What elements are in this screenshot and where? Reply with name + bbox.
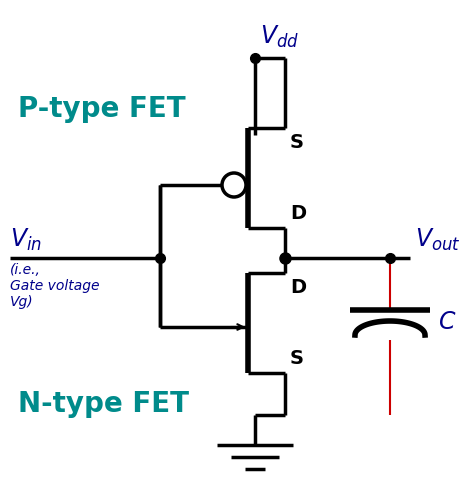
Text: (i.e.,
Gate voltage
Vg): (i.e., Gate voltage Vg) (10, 263, 100, 309)
Text: D: D (290, 204, 306, 223)
Text: S: S (290, 133, 304, 152)
Text: P-type FET: P-type FET (18, 95, 186, 123)
Text: N-type FET: N-type FET (18, 390, 189, 418)
Text: $V_{in}$: $V_{in}$ (10, 227, 42, 253)
Text: $V_{dd}$: $V_{dd}$ (260, 24, 299, 50)
Text: $V_{out}$: $V_{out}$ (415, 227, 461, 253)
Text: D: D (290, 278, 306, 297)
Text: $C$: $C$ (438, 310, 456, 334)
Text: S: S (290, 349, 304, 368)
